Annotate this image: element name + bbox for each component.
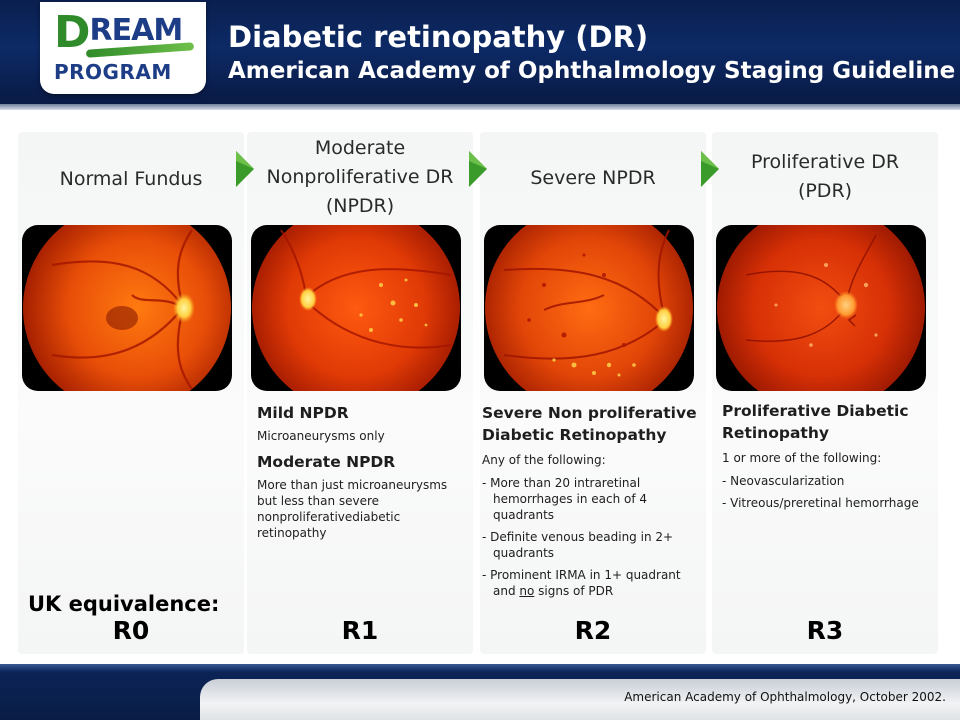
section-heading: Mild NPDR (257, 404, 349, 422)
stage-description: Proliferative Diabetic Retinopathy 1 or … (722, 400, 934, 517)
fundus-image-pdr (716, 225, 926, 391)
header-divider (0, 104, 960, 110)
section-text: More than just microaneurysms but less t… (257, 478, 448, 540)
criteria-item-continuation: and no signs of PDR (493, 584, 614, 598)
criteria-intro: 1 or more of the following: (722, 451, 882, 465)
green-arrow-icon (701, 151, 719, 187)
section-heading-line2: Retinopathy (722, 424, 829, 442)
section-text: Microaneurysms only (257, 429, 385, 443)
page-title: Diabetic retinopathy (DR) (228, 20, 649, 54)
stage-panel-pdr: Proliferative DR (PDR) (712, 132, 938, 654)
uk-grade-r3: R3 (806, 616, 844, 645)
stage-description: Severe Non proliferative Diabetic Retino… (482, 402, 704, 605)
stage-title: Normal Fundus (59, 168, 203, 190)
uk-grade-r1: R1 (341, 616, 379, 645)
green-arrow-icon (469, 151, 487, 187)
stage-title-line2: Nonproliferative DR (266, 166, 454, 188)
dream-program-logo: DREAM PROGRAM (40, 2, 206, 94)
stage-panel-severe-npdr: Severe NPDR (480, 132, 706, 654)
section-heading-line1: Severe Non proliferative (482, 404, 697, 422)
stage-title-line1: Proliferative DR (750, 151, 900, 173)
criteria-item: - Neovascularization (722, 474, 845, 488)
fundus-image-normal (22, 225, 232, 391)
stage-panel-moderate-npdr: Moderate Nonproliferative DR (NPDR) (247, 132, 473, 654)
page-subtitle: American Academy of Ophthalmology Stagin… (228, 58, 956, 84)
stage-title-line1: Moderate (314, 137, 406, 159)
criteria-item: - Vitreous/preretinal hemorrhage (722, 496, 919, 510)
footer-citation-box (200, 679, 960, 720)
section-heading: Moderate NPDR (257, 453, 396, 471)
stage-title-line2: (PDR) (797, 180, 853, 202)
fundus-image-severe-npdr (484, 225, 694, 391)
stage-description: Mild NPDR Microaneurysms only Moderate N… (257, 402, 469, 548)
green-arrow-icon (236, 151, 254, 187)
criteria-item: - Definite venous beading in 2+ quadrant… (482, 530, 674, 560)
criteria-item: - Prominent IRMA in 1+ quadrant (482, 568, 681, 582)
uk-equivalence-label: UK equivalence: (28, 592, 220, 616)
fundus-image-npdr (251, 225, 461, 391)
stage-title: Severe NPDR (530, 167, 656, 189)
section-heading-line1: Proliferative Diabetic (722, 402, 909, 420)
section-heading-line2: Diabetic Retinopathy (482, 426, 667, 444)
footer-citation: American Academy of Ophthalmology, Octob… (624, 690, 946, 704)
stage-panel-normal: Normal Fundus UK equivalen (18, 132, 244, 654)
uk-grade-r0: R0 (112, 616, 150, 645)
criteria-item: - More than 20 intraretinal hemorrhages … (482, 476, 648, 522)
stage-title-line3: (NPDR) (325, 195, 395, 217)
criteria-intro: Any of the following: (482, 453, 606, 467)
uk-grade-r2: R2 (574, 616, 612, 645)
